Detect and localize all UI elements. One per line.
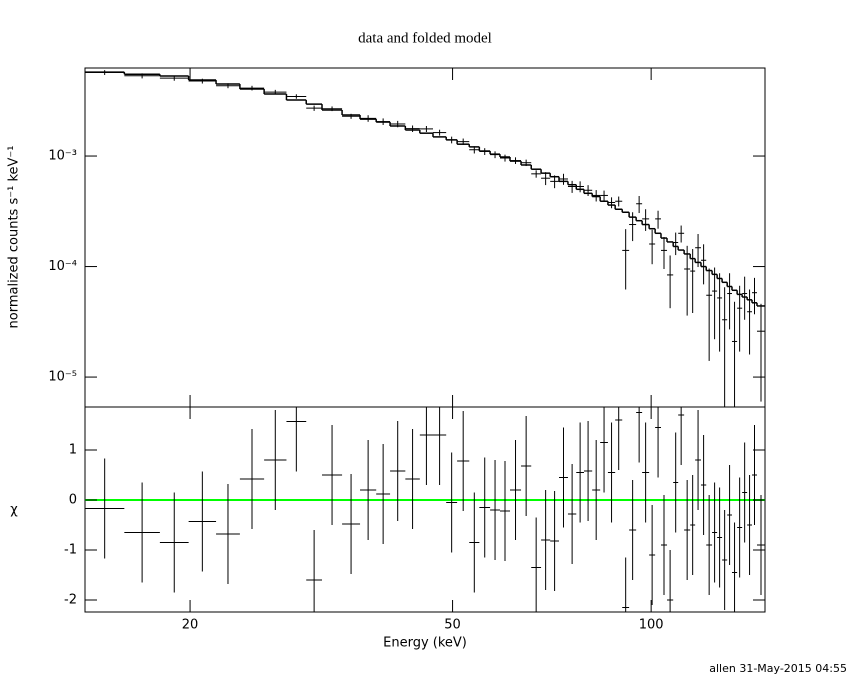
footer: allen 31-May-2015 04:55 [709,662,847,675]
x-tick-label: 50 [444,618,461,633]
y-tick-label: 10⁻⁴ [48,259,77,274]
y-tick-label: 10⁻³ [48,149,77,164]
x-tick-label: 100 [639,618,664,633]
y-tick-label: -2 [64,593,77,608]
bottom-frame [84,406,766,613]
y-axis-label: normalized counts s⁻¹ keV⁻¹ [7,146,22,329]
y-tick-label: 10⁻⁵ [48,370,77,385]
bottom-plot [85,407,765,612]
chart-title: data and folded model [358,30,492,46]
y-tick-label: 1 [69,443,77,458]
y-tick-label: 0 [69,493,77,508]
x-axis-label: Energy (keV) [383,636,467,651]
y-tick-label: -1 [64,543,77,558]
x-tick-label: 20 [182,618,199,633]
top-plot [85,70,765,407]
y-axis-label: χ [10,503,18,518]
